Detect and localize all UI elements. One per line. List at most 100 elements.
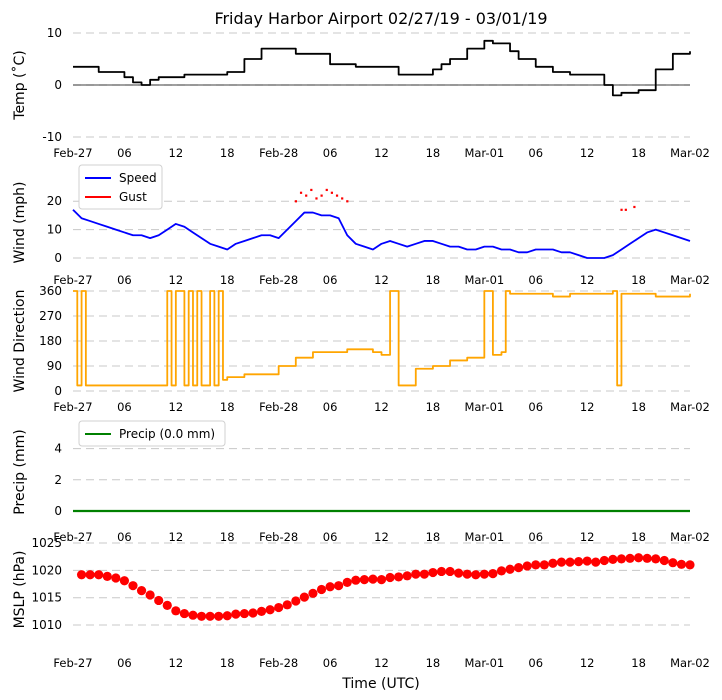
mslp-point (685, 560, 695, 570)
mslp-ylabel: MSLP (hPa) (12, 551, 28, 629)
mslp-point (291, 596, 301, 606)
precip-legend-label: Precip (0.0 mm) (119, 427, 215, 441)
temp-xtick-label: 06 (323, 146, 338, 160)
wind-xtick-label: 06 (323, 273, 338, 287)
mslp-point (368, 574, 378, 584)
mslp-point (136, 585, 147, 596)
mslp-point (531, 560, 541, 570)
mslp-point (265, 605, 275, 615)
mslp-xtick-label: 12 (169, 656, 184, 670)
temp-xtick-label: 12 (580, 146, 595, 160)
direction-ylabel: Wind Direction (12, 290, 28, 393)
precip-xtick-label: Feb-27 (53, 530, 92, 544)
mslp-point (119, 576, 130, 586)
precip-xtick-label: 12 (169, 530, 184, 544)
panels: -10 0 10 Temp (˚C) Feb-27 06 12 18 Feb-28 06 12 18 M… (11, 26, 710, 670)
mslp-point (334, 581, 344, 591)
precip-xtick-label: 18 (426, 530, 441, 544)
wind-gust-point (335, 194, 339, 197)
precip-panel: 0 2 4 Precip (mm) Feb-27 06 12 18 Feb-28 06 12 18 Ma… (12, 420, 710, 544)
mslp-point (239, 608, 249, 619)
mslp-point (162, 600, 172, 610)
wind-ytick-label: 0 (54, 251, 62, 265)
mslp-point (633, 553, 644, 563)
temp-ylabel: Temp (˚C) (11, 50, 28, 120)
wind-legend-label: Gust (119, 190, 147, 204)
mslp-xtick-label: Mar-01 (464, 656, 504, 670)
wind-gust-point (620, 208, 623, 211)
mslp-point (351, 575, 361, 585)
wind-ylabel: Wind (mph) (12, 182, 28, 264)
direction-ytick-label: 180 (39, 334, 62, 348)
mslp-point (479, 569, 489, 579)
wind-gust-point (624, 208, 627, 211)
temp-xtick-label: 12 (374, 146, 389, 160)
temp-xtick-label: Feb-27 (53, 146, 92, 160)
precip-xtick-label: 12 (580, 530, 595, 544)
mslp-point (496, 566, 507, 576)
direction-ytick-label: 360 (39, 284, 62, 298)
wind-xtick-label: Feb-28 (259, 273, 298, 287)
temp-xtick-label: 18 (426, 146, 441, 160)
mslp-point (488, 569, 498, 579)
mslp-point (599, 555, 609, 566)
mslp-point (582, 556, 592, 566)
temp-xtick-label: 06 (528, 146, 543, 160)
mslp-xtick-label: Feb-27 (53, 656, 92, 670)
direction-xtick-label: 12 (169, 400, 184, 414)
mslp-point (591, 557, 601, 567)
mslp-point (282, 600, 292, 610)
wind-xtick-label: 12 (169, 273, 184, 287)
mslp-xtick-label: 18 (426, 656, 441, 670)
wind-gust-point (330, 191, 333, 194)
mslp-xtick-label: 12 (374, 656, 389, 670)
precip-xtick-label: 18 (631, 530, 646, 544)
mslp-point (376, 575, 387, 585)
mslp-ytick-label: 1010 (31, 618, 62, 632)
wind-xtick-label: Feb-27 (53, 273, 92, 287)
temp-xtick-label: 06 (117, 146, 132, 160)
wind-gust-point (633, 205, 636, 209)
mslp-point (462, 569, 472, 579)
mslp-point (308, 588, 318, 598)
mslp-point (154, 595, 164, 606)
wind-xtick-label: 06 (117, 273, 132, 287)
mslp-point (111, 573, 121, 583)
mslp-point (454, 568, 464, 578)
precip-ytick-label: 4 (54, 442, 62, 456)
temp-ytick-label: -10 (42, 130, 62, 144)
precip-ylabel: Precip (mm) (12, 429, 28, 514)
temp-xtick-label: 18 (631, 146, 646, 160)
wind-gust-point (346, 200, 349, 203)
mslp-point (248, 608, 258, 618)
mslp-point (325, 582, 335, 592)
temp-xtick-label: 18 (220, 146, 235, 160)
mslp-point (222, 611, 232, 621)
mslp-point (316, 584, 327, 595)
mslp-point (625, 553, 635, 563)
wind-gust-point (310, 188, 313, 192)
precip-xtick-label: 06 (323, 530, 338, 544)
direction-series-line (73, 290, 691, 387)
mslp-xtick-label: 06 (323, 656, 338, 670)
mslp-point (514, 563, 524, 573)
precip-xtick-label: 06 (117, 530, 132, 544)
direction-xtick-label: Feb-27 (53, 400, 92, 414)
wind-xtick-label: Mar-02 (670, 273, 710, 287)
wind-gust-point (305, 194, 308, 197)
mslp-point (556, 557, 567, 567)
mslp-xtick-label: 06 (528, 656, 543, 670)
mslp-point (394, 572, 404, 582)
direction-xtick-label: Mar-01 (464, 400, 504, 414)
mslp-xtick-label: 06 (117, 656, 132, 670)
direction-xtick-label: Feb-28 (259, 400, 298, 414)
direction-xtick-label: 18 (631, 400, 646, 414)
mslp-point (94, 570, 104, 580)
temp-ytick-label: 0 (54, 78, 62, 92)
precip-ytick-label: 2 (54, 473, 62, 487)
mslp-point (659, 555, 669, 566)
precip-ytick-label: 0 (54, 504, 62, 518)
mslp-point (565, 557, 575, 567)
temp-series-line (73, 39, 691, 97)
mslp-point (668, 558, 678, 568)
